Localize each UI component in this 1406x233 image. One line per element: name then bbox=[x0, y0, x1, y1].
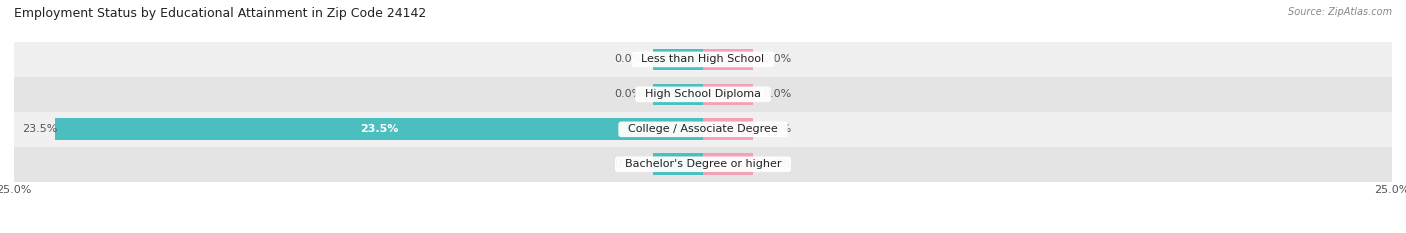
Bar bbox=[14, 42, 1392, 77]
Bar bbox=[654, 153, 703, 175]
Bar bbox=[654, 49, 703, 70]
Text: Source: ZipAtlas.com: Source: ZipAtlas.com bbox=[1288, 7, 1392, 17]
Text: 23.5%: 23.5% bbox=[360, 124, 398, 134]
Text: 23.5%: 23.5% bbox=[22, 124, 58, 134]
Text: 0.0%: 0.0% bbox=[763, 159, 792, 169]
Bar bbox=[14, 77, 1392, 112]
Text: Employment Status by Educational Attainment in Zip Code 24142: Employment Status by Educational Attainm… bbox=[14, 7, 426, 20]
Text: 0.0%: 0.0% bbox=[763, 124, 792, 134]
Text: 0.0%: 0.0% bbox=[614, 159, 643, 169]
Bar bbox=[14, 147, 1392, 182]
Bar bbox=[14, 112, 1392, 147]
Text: 0.0%: 0.0% bbox=[763, 55, 792, 64]
Bar bbox=[654, 83, 703, 105]
Bar bbox=[703, 49, 752, 70]
Bar bbox=[703, 118, 752, 140]
Legend: In Labor Force, Unemployed: In Labor Force, Unemployed bbox=[598, 230, 808, 233]
Text: High School Diploma: High School Diploma bbox=[638, 89, 768, 99]
Text: College / Associate Degree: College / Associate Degree bbox=[621, 124, 785, 134]
Text: 0.0%: 0.0% bbox=[614, 89, 643, 99]
Text: 0.0%: 0.0% bbox=[614, 55, 643, 64]
Text: Less than High School: Less than High School bbox=[634, 55, 772, 64]
Bar bbox=[55, 118, 703, 140]
Text: Bachelor's Degree or higher: Bachelor's Degree or higher bbox=[617, 159, 789, 169]
Bar bbox=[703, 83, 752, 105]
Text: 0.0%: 0.0% bbox=[763, 89, 792, 99]
Bar bbox=[703, 153, 752, 175]
